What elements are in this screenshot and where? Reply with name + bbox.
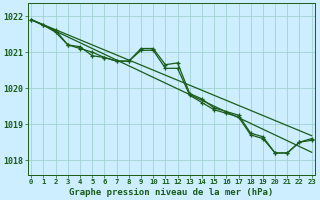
X-axis label: Graphe pression niveau de la mer (hPa): Graphe pression niveau de la mer (hPa): [69, 188, 274, 197]
